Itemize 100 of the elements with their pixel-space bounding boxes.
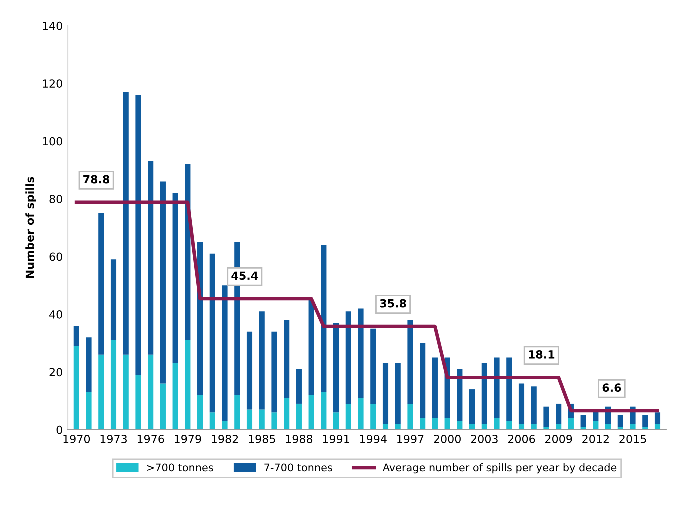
bar [370,328,376,404]
bar [185,164,191,340]
bar [506,358,512,422]
x-tick-label: 1994 [360,434,387,444]
bar [198,395,204,430]
bar [74,346,80,430]
x-tick-label: 1973 [100,434,127,444]
bar [74,326,80,346]
bar [506,421,512,430]
bar [494,358,500,418]
bar [420,418,426,430]
bar [110,260,117,340]
bar [272,412,278,430]
bar [544,427,550,430]
x-tick-label: 1985 [249,434,276,444]
bar [123,354,129,430]
bar [568,418,574,430]
bar [408,320,414,404]
bar [136,95,142,376]
bar [457,421,463,430]
bar [210,254,216,413]
bar [408,404,414,430]
annotation: 45.4 [232,272,258,280]
bar [518,384,525,424]
x-tick-label: 2003 [471,434,498,444]
bar [321,245,327,392]
bar [494,418,500,430]
bar [482,424,488,430]
y-tick-label: 60 [50,252,62,262]
x-tick-label: 1991 [323,434,350,444]
bar [296,369,302,404]
x-tick-label: 2012 [582,434,609,444]
bar [246,410,253,430]
bar [531,386,537,424]
bar [246,332,253,410]
x-tick-label: 1970 [64,434,90,444]
bar [346,404,352,430]
bar [618,416,624,428]
annotation: 35.8 [380,299,406,308]
x-tick-label: 1988 [286,434,313,444]
bar [172,364,178,430]
bar [444,418,450,430]
bar [210,412,216,430]
bar [308,395,314,430]
y-tick-label: 0 [56,426,62,434]
bar [606,424,612,430]
bar [296,404,302,430]
bar [284,398,290,430]
bar [482,364,488,424]
bar [160,384,166,430]
annotation: 6.6 [602,384,622,392]
bar [382,364,389,424]
y-axis-title: Number of spills [26,177,36,278]
annotation: 78.8 [84,175,110,184]
legend-label: 7-700 tonnes [264,464,332,472]
bar [642,416,648,428]
bar [654,424,661,430]
bar [272,332,278,413]
bar [580,416,586,428]
bar [346,312,352,404]
bar [259,410,265,430]
bar [470,390,476,424]
bar [334,412,340,430]
bar [110,340,117,430]
bar [420,343,426,418]
bar [172,193,178,364]
bar [457,369,463,422]
bar [395,364,401,424]
x-tick-label: 2009 [546,434,572,444]
x-tick-label: 2000 [434,434,461,444]
bar [432,418,438,430]
x-tick-label: 1997 [398,434,424,444]
bar [382,424,389,430]
bar [86,338,92,392]
bar [531,424,537,430]
bar [148,354,154,430]
x-tick-label: 2015 [620,434,646,444]
bar [284,320,290,398]
bar [370,404,376,430]
bar [518,424,525,430]
bar [222,286,228,422]
bar [98,213,104,355]
legend-label: >700 tonnes [148,464,214,472]
bar [654,412,661,424]
bar [148,162,154,355]
bar [259,312,265,410]
x-tick-label: 1982 [212,434,238,444]
x-tick-label: 2006 [508,434,536,444]
bar [98,354,104,430]
bar [358,398,364,430]
bar [470,424,476,430]
bar [395,424,401,430]
bar [185,340,191,430]
y-tick-label: 120 [43,80,62,88]
bar [630,424,636,430]
bar [86,392,92,430]
bar [432,358,438,418]
x-tick-label: 1976 [138,434,164,444]
bar [160,182,166,384]
bar [556,404,562,424]
